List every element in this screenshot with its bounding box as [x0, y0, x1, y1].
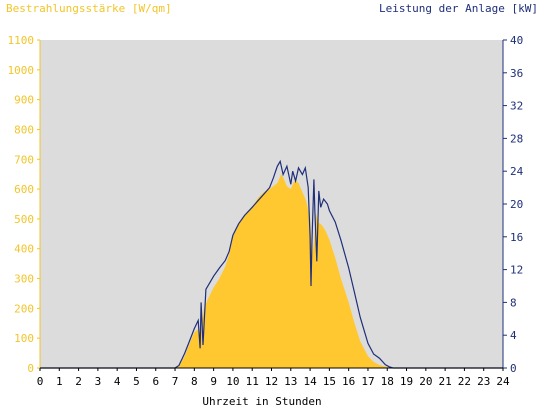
right-tick-label: 20	[510, 198, 523, 211]
x-tick-label: 4	[114, 375, 121, 388]
right-tick-label: 16	[510, 231, 523, 244]
right-tick-label: 0	[510, 362, 517, 375]
power-series	[40, 159, 503, 369]
x-tick-label: 22	[458, 375, 471, 388]
left-tick-label: 300	[14, 273, 34, 286]
left-tick-label: 1000	[8, 64, 35, 77]
left-tick-label: 900	[14, 94, 34, 107]
right-tick-label: 8	[510, 296, 517, 309]
irradiance-series	[40, 174, 503, 368]
left-tick-label: 1100	[8, 34, 35, 47]
x-tick-label: 1	[56, 375, 63, 388]
right-tick-label: 4	[510, 329, 517, 342]
x-tick-label: 24	[496, 375, 510, 388]
right-tick-label: 24	[510, 165, 524, 178]
left-tick-label: 600	[14, 183, 34, 196]
x-tick-label: 6	[152, 375, 159, 388]
x-tick-label: 2	[75, 375, 82, 388]
x-tick-label: 9	[210, 375, 217, 388]
x-tick-label: 16	[342, 375, 355, 388]
x-tick-label: 11	[246, 375, 259, 388]
x-tick-label: 0	[37, 375, 44, 388]
right-tick-label: 28	[510, 132, 523, 145]
right-axis-title: Leistung der Anlage [kW]	[379, 2, 538, 15]
power-line	[40, 159, 503, 369]
left-tick-label: 100	[14, 332, 34, 345]
left-axis-title: Bestrahlungsstärke [W/qm]	[6, 2, 172, 15]
x-tick-label: 3	[95, 375, 102, 388]
x-axis-ticks: 0 1 2 3 4 5 6 7 8 9 10 11 12 13 14 15 16 17 18 19 20 21 22 23 24	[37, 368, 510, 388]
left-tick-label: 400	[14, 243, 34, 256]
right-tick-label: 12	[510, 264, 523, 277]
x-tick-label: 7	[172, 375, 179, 388]
x-tick-label: 20	[419, 375, 432, 388]
x-axis-title: Uhrzeit in Stunden	[202, 395, 321, 408]
left-tick-label: 200	[14, 302, 34, 315]
x-tick-label: 5	[133, 375, 140, 388]
x-tick-label: 21	[439, 375, 452, 388]
x-tick-label: 8	[191, 375, 198, 388]
x-tick-label: 12	[265, 375, 278, 388]
right-axis-ticks: 0 4 8 12 16 20 24 28 32 36 40	[503, 34, 524, 375]
x-tick-label: 10	[226, 375, 239, 388]
left-tick-label: 0	[27, 362, 34, 375]
left-tick-label: 700	[14, 153, 34, 166]
x-tick-label: 19	[400, 375, 413, 388]
right-tick-label: 40	[510, 34, 523, 47]
x-tick-label: 17	[361, 375, 374, 388]
left-axis-ticks: 0 100 200 300 400 500 600 700 800 900 1000 1100	[8, 34, 40, 375]
x-tick-label: 14	[303, 375, 317, 388]
left-tick-label: 500	[14, 213, 34, 226]
irradiance-area	[40, 174, 503, 368]
right-tick-label: 32	[510, 100, 523, 113]
x-tick-label: 15	[323, 375, 336, 388]
x-tick-label: 23	[477, 375, 490, 388]
x-tick-label: 18	[381, 375, 394, 388]
right-tick-label: 36	[510, 67, 523, 80]
left-tick-label: 800	[14, 123, 34, 136]
x-tick-label: 13	[284, 375, 297, 388]
